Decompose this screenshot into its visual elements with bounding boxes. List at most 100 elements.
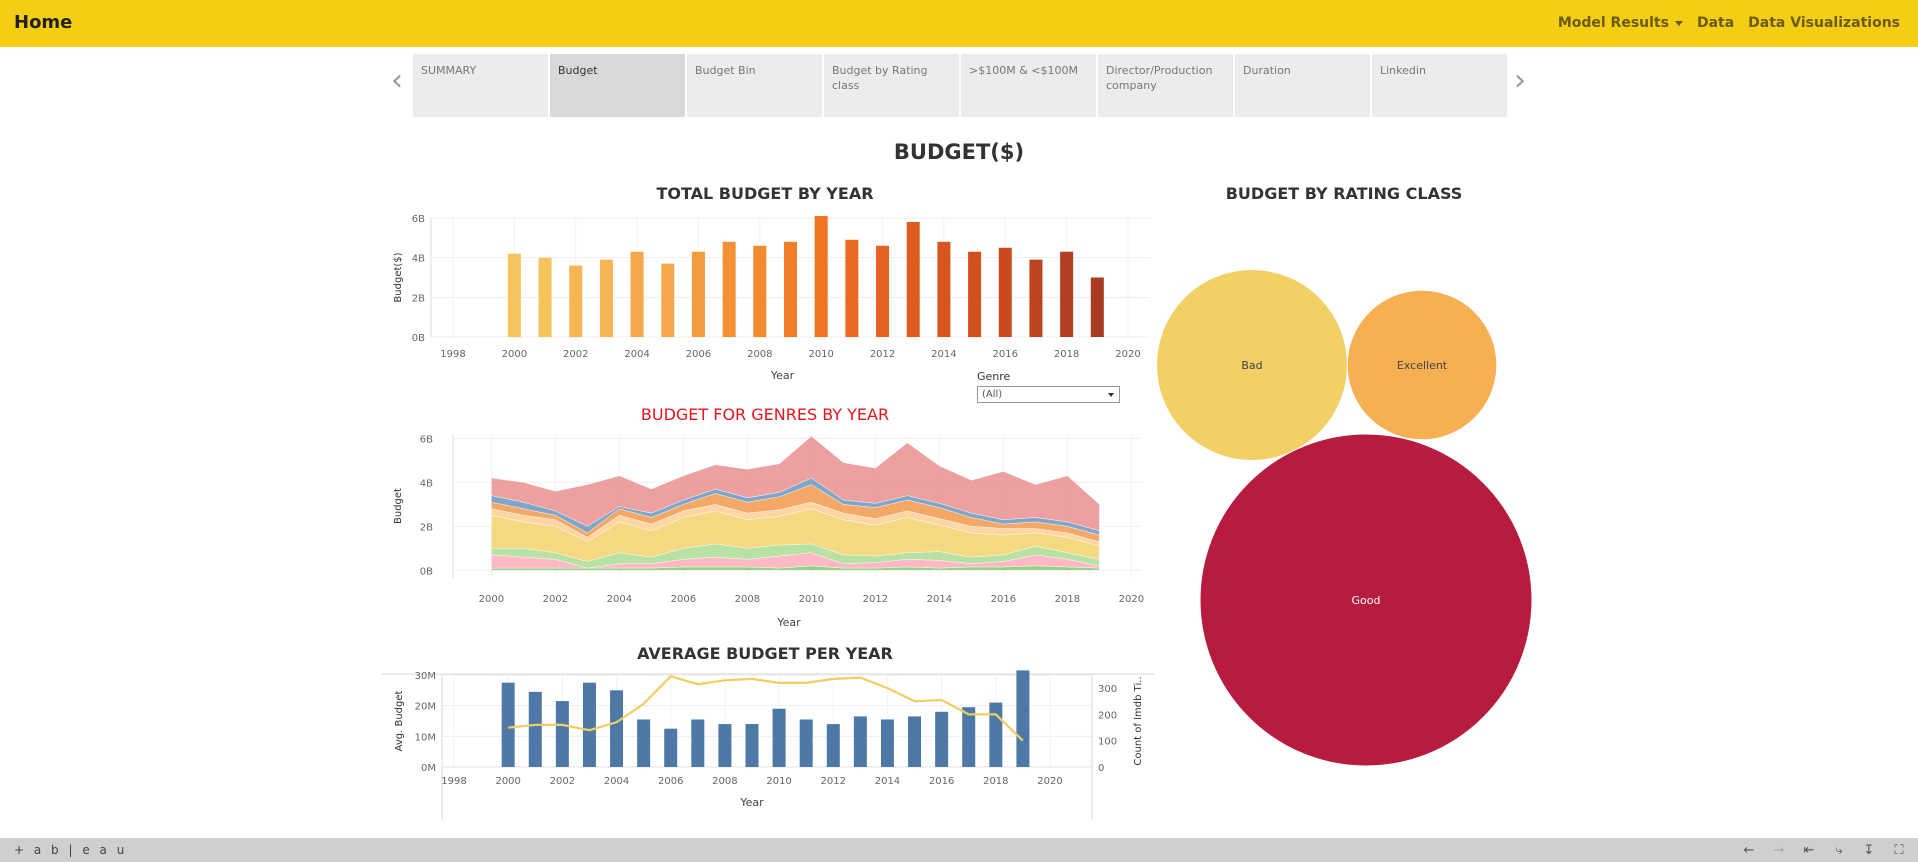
tab-budget-bin[interactable]: Budget Bin (687, 54, 822, 117)
genres-budget-chart[interactable]: 0B 2B 4B 6B 2000 2002 2004 2006 2008 2010 2012 2014… (385, 430, 1155, 630)
x-tick-label: 2000 (495, 776, 520, 787)
genre-filter-select[interactable]: (All) (977, 386, 1120, 403)
y-axis-label: Avg. Budget (394, 691, 405, 752)
revert-icon[interactable]: ⇤ (1803, 842, 1815, 858)
budget-bar (1090, 277, 1104, 337)
x-tick-label: 2010 (799, 594, 824, 605)
avg-budget-bar (853, 716, 867, 767)
x-tick-label: 2002 (550, 776, 575, 787)
x-tick-label: 2012 (863, 594, 888, 605)
rating-bubble-label: Excellent (1397, 359, 1448, 372)
budget-bar (906, 221, 920, 337)
x-tick-label: 2016 (993, 349, 1018, 360)
x-tick-label: 2004 (604, 776, 629, 787)
avg-budget-bar (582, 682, 596, 767)
x-tick-label: 2020 (1115, 349, 1140, 360)
x-tick-label: 2002 (563, 349, 588, 360)
avg-budget-bar (664, 728, 678, 767)
budget-bar (814, 216, 828, 337)
data-link[interactable]: Data (1696, 15, 1735, 31)
share-icon[interactable]: ⤷ (1835, 842, 1843, 858)
budget-bar (968, 251, 982, 337)
title-count-line (508, 675, 1024, 742)
rating-bubble-excellent (1346, 289, 1498, 441)
y-tick-label: 20M (415, 702, 436, 713)
x-tick-label: 2004 (607, 594, 632, 605)
x-axis-label: Year (770, 369, 795, 382)
x-tick-label: 2010 (808, 349, 833, 360)
story-tabs: SUMMARY Budget Budget Bin Budget by Rati… (413, 54, 1507, 117)
y-tick-label: 6B (420, 434, 433, 445)
x-tick-label: 2014 (927, 594, 952, 605)
fullscreen-icon[interactable]: ⛶ (1894, 842, 1904, 858)
genre-area-g8 (491, 435, 1100, 531)
x-tick-label: 2006 (658, 776, 683, 787)
avg-budget-bar (691, 719, 705, 767)
model-results-dropdown[interactable]: Model Results (1558, 15, 1683, 31)
x-tick-label: 2012 (870, 349, 895, 360)
total-budget-chart[interactable]: 0B 2B 4B 6B 1998 2000 2002 2004 2006 2008 2010 2012… (385, 210, 1155, 390)
budget-bar (722, 241, 736, 337)
avg-budget-title: AVERAGE BUDGET PER YEAR (637, 644, 893, 663)
budget-bar (998, 247, 1012, 337)
avg-budget-bar (880, 719, 894, 767)
avg-budget-bar (555, 701, 569, 767)
x-tick-label: 2002 (543, 594, 568, 605)
x-tick-label: 2004 (624, 349, 649, 360)
avg-budget-bar (826, 724, 840, 767)
rating-class-bubble-chart[interactable]: Bad Excellent Good (1150, 260, 1550, 770)
home-link[interactable]: Home (14, 12, 73, 33)
avg-budget-bar (989, 702, 1003, 767)
tab-duration[interactable]: Duration (1235, 54, 1370, 117)
x-tick-label: 2018 (983, 776, 1008, 787)
tab-summary[interactable]: SUMMARY (413, 54, 548, 117)
genres-budget-title: BUDGET FOR GENRES BY YEAR (640, 405, 890, 424)
download-icon[interactable]: ↧ (1863, 842, 1875, 858)
data-visualizations-link[interactable]: Data Visualizations (1748, 15, 1900, 31)
x-tick-label: 2008 (747, 349, 772, 360)
x-tick-label: 2020 (1037, 776, 1062, 787)
y-axis-label: Budget($) (393, 252, 404, 302)
y-tick-label: 6B (412, 214, 425, 225)
avg-budget-bar (610, 690, 624, 767)
y-tick-label: 2B (420, 522, 433, 533)
tableau-logo: + a b | e a u (14, 843, 128, 857)
chevron-right-icon[interactable]: › (1514, 63, 1526, 98)
avg-budget-bar (962, 707, 976, 767)
budget-bar (937, 241, 951, 337)
avg-budget-bar (745, 724, 759, 767)
dashboard-title: BUDGET($) (893, 140, 1025, 164)
genre-filter-label: Genre (977, 370, 1011, 383)
avg-budget-bar (772, 708, 786, 767)
y-axis-label: Budget (393, 488, 404, 524)
y2-tick-label: 100 (1098, 737, 1117, 748)
undo-icon[interactable]: ← (1743, 842, 1755, 858)
tab-linkedin[interactable]: Linkedin (1372, 54, 1507, 117)
x-tick-label: 2020 (1119, 594, 1144, 605)
x-tick-label: 2014 (931, 349, 956, 360)
x-tick-label: 2016 (991, 594, 1016, 605)
redo-icon[interactable]: → (1773, 842, 1785, 858)
x-tick-label: 2018 (1054, 349, 1079, 360)
x-tick-label: 2016 (929, 776, 954, 787)
x-tick-label: 2014 (875, 776, 900, 787)
chevron-left-icon[interactable]: ‹ (391, 63, 403, 98)
y-tick-label: 0B (420, 566, 433, 577)
y-tick-label: 4B (412, 254, 425, 265)
tab-budget[interactable]: Budget (550, 54, 685, 117)
tableau-toolbar: + a b | e a u ← → ⇤ ⤷ ↧ ⛶ (0, 838, 1918, 862)
tab-budget-by-rating-class[interactable]: Budget by Rating class (824, 54, 959, 117)
tab-director-production-company[interactable]: Director/Production company (1098, 54, 1233, 117)
budget-bar (845, 239, 859, 337)
x-tick-label: 2006 (686, 349, 711, 360)
avg-budget-chart[interactable]: 0M 10M 20M 30M 0 100 200 300 1998 2000 2002 2004 200… (382, 668, 1157, 820)
y2-tick-label: 300 (1098, 684, 1117, 695)
avg-budget-bar (637, 719, 651, 767)
y-tick-label: 0M (421, 763, 436, 774)
avg-budget-bar (501, 682, 515, 767)
rating-bubble-label: Good (1352, 594, 1381, 607)
avg-budget-bar (528, 691, 542, 767)
tab-over-under-100m[interactable]: >$100M & <$100M (961, 54, 1096, 117)
x-tick-label: 2008 (712, 776, 737, 787)
genre-filter-value: (All) (982, 389, 1003, 400)
